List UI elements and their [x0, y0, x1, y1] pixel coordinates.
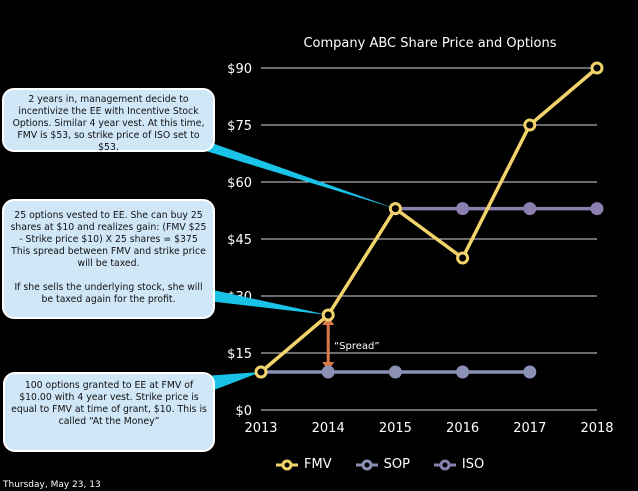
data-point-fmv — [523, 118, 537, 132]
x-tick-label: 2018 — [580, 421, 613, 436]
legend-item-fmv: FMV — [276, 457, 332, 472]
callout-iso-text: 2 years in, management decide to incenti… — [12, 94, 205, 153]
callout-vested-options: 25 options vested to EE. She can buy 25 … — [2, 199, 215, 319]
data-point-iso — [523, 202, 537, 216]
y-tick-label: $60 — [227, 176, 252, 191]
data-point-fmv — [456, 251, 470, 265]
x-tick-label: 2015 — [379, 421, 412, 436]
legend-marker-sop — [355, 459, 378, 470]
x-tick-label: 2014 — [312, 421, 345, 436]
callout-iso-grant: 2 years in, management decide to incenti… — [2, 88, 215, 153]
data-point-sop — [456, 365, 470, 379]
y-tick-label: $75 — [227, 119, 252, 134]
data-point-fmv — [321, 308, 335, 322]
data-point-sop — [321, 365, 335, 379]
y-tick-label: $45 — [227, 233, 252, 248]
data-point-sop — [523, 365, 537, 379]
data-point-fmv — [254, 365, 268, 379]
callout-pointer-granted — [204, 372, 261, 390]
x-tick-label: 2017 — [513, 421, 546, 436]
callout-options-granted: 100 options granted to EE at FMV of $10.… — [3, 372, 215, 452]
data-point-fmv — [388, 202, 402, 216]
chart-title: Company ABC Share Price and Options — [303, 36, 557, 51]
series-line-fmv — [259, 66, 599, 374]
spread-label: “Spread” — [334, 341, 380, 352]
x-tick-label: 2013 — [244, 421, 277, 436]
legend-label-iso: ISO — [461, 457, 485, 472]
y-tick-label: $0 — [235, 404, 252, 419]
legend-item-iso: ISO — [433, 457, 485, 472]
callout-tax-text: If she sells the underlying stock, she w… — [14, 282, 203, 305]
data-point-iso — [456, 202, 470, 216]
x-tick-label: 2016 — [446, 421, 479, 436]
legend-item-sop: SOP — [355, 457, 410, 472]
data-point-fmv — [590, 61, 604, 75]
y-tick-label: $90 — [227, 62, 252, 77]
legend-label-fmv: FMV — [304, 457, 332, 472]
footer-date: Thursday, May 23, 13 — [3, 480, 101, 490]
data-point-iso — [590, 202, 604, 216]
callout-pointer-vested — [199, 290, 329, 315]
callout-vested-text: 25 options vested to EE. She can buy 25 … — [10, 210, 207, 269]
y-tick-label: $15 — [227, 347, 252, 362]
legend-marker-iso — [433, 459, 456, 470]
callout-granted-text: 100 options granted to EE at FMV of $10.… — [11, 380, 207, 427]
callout-pointer-iso — [196, 143, 396, 209]
data-point-sop — [388, 365, 402, 379]
chart-legend: FMV SOP ISO — [276, 457, 508, 472]
legend-marker-fmv — [276, 459, 298, 470]
legend-label-sop: SOP — [383, 457, 410, 472]
